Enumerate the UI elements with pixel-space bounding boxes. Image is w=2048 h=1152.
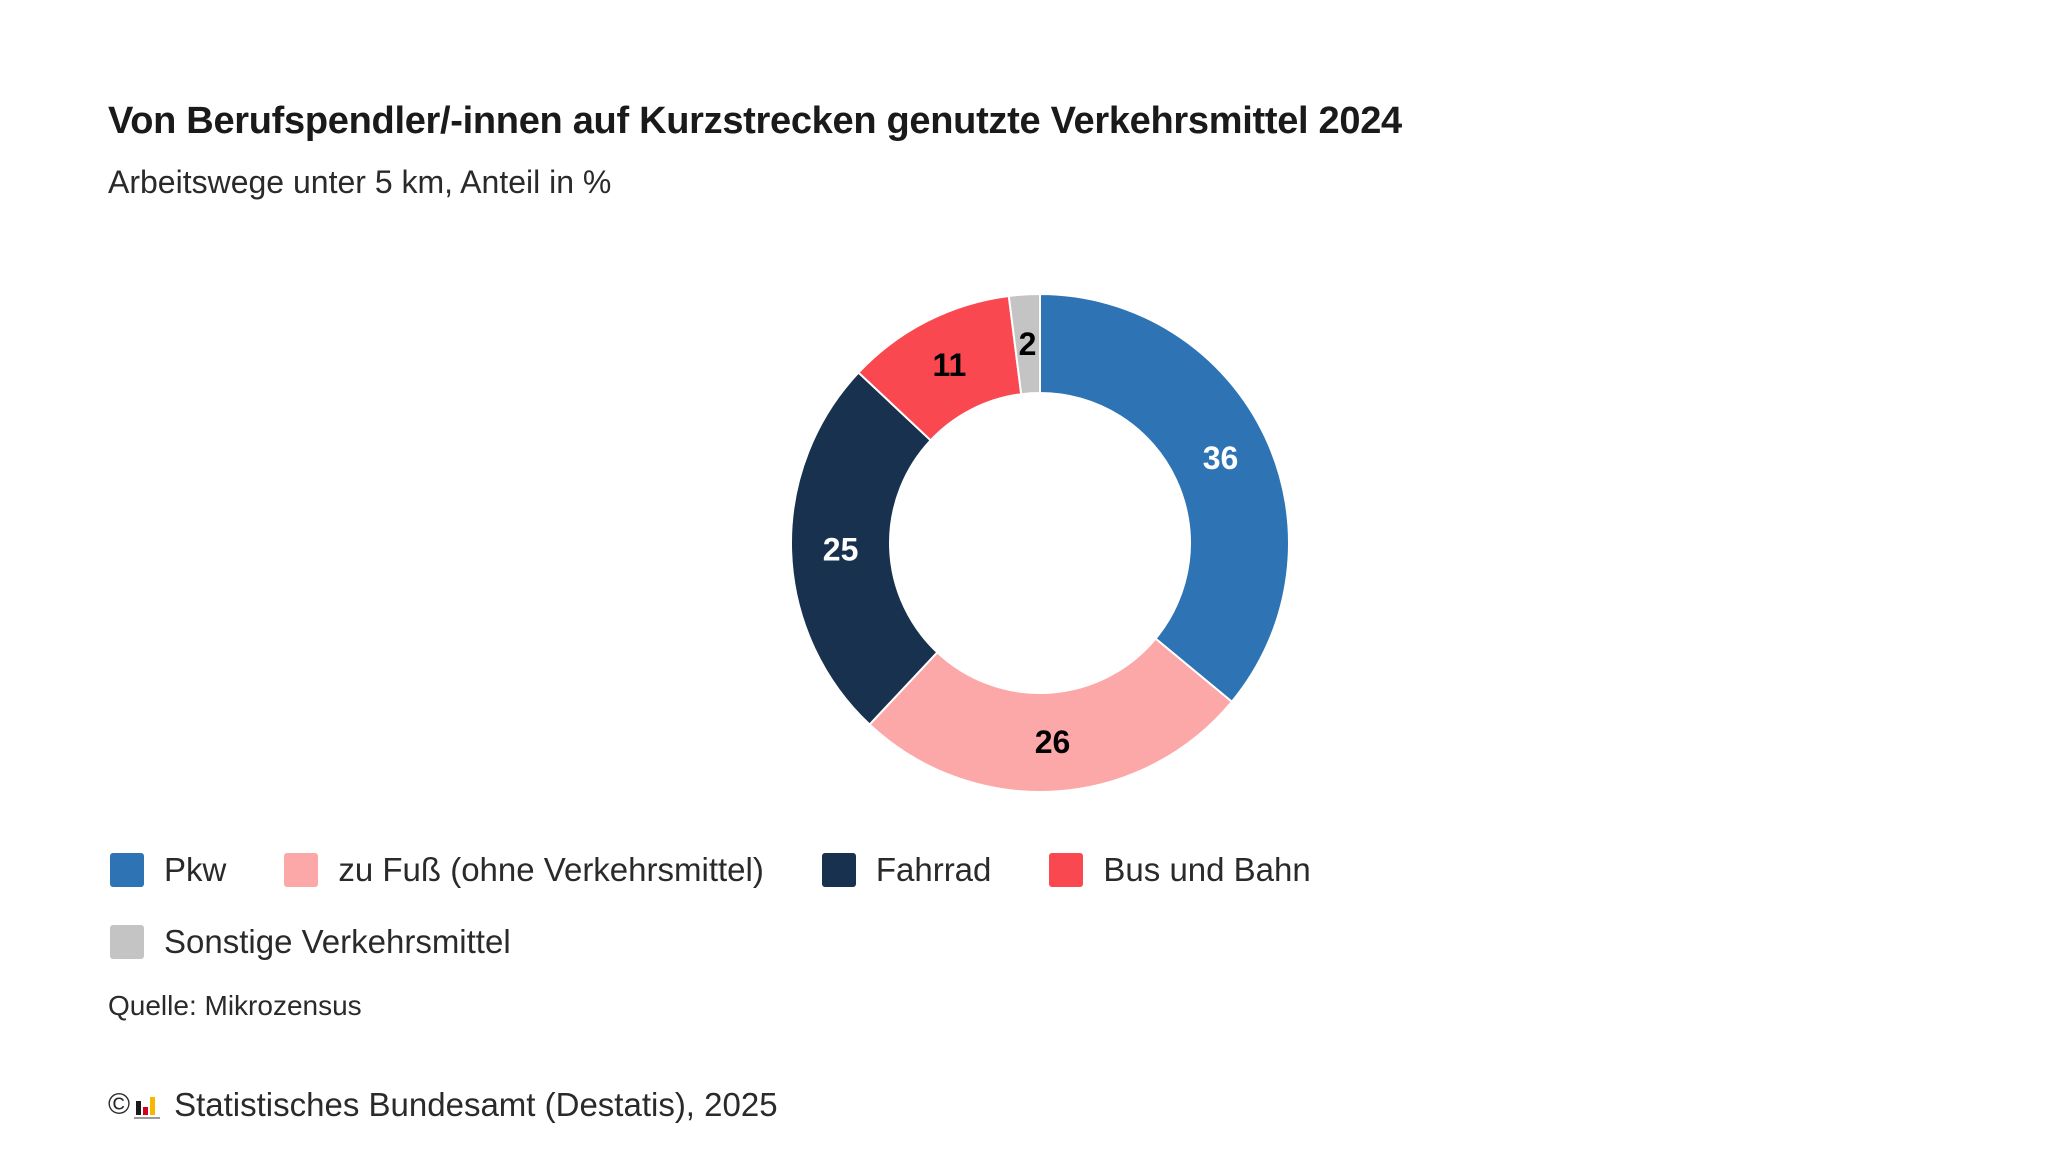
- legend-label: Sonstige Verkehrsmittel: [164, 923, 511, 961]
- legend-swatch: [284, 853, 318, 887]
- data-label-zu-fuss-ohne-verkehrsmittel: 26: [1035, 724, 1071, 760]
- legend-label: zu Fuß (ohne Verkehrsmittel): [338, 851, 764, 889]
- legend-swatch: [1049, 853, 1083, 887]
- legend-swatch: [822, 853, 856, 887]
- data-label-bus-und-bahn: 11: [933, 347, 967, 383]
- legend-item-sonstige-verkehrsmittel: Sonstige Verkehrsmittel: [110, 924, 511, 960]
- slice-pkw: [1040, 294, 1289, 702]
- legend-swatch: [110, 925, 144, 959]
- legend-item-bus-und-bahn: Bus und Bahn: [1049, 852, 1310, 888]
- copyright-line: © Statistisches Bundesamt (Destatis), 20…: [108, 1086, 778, 1124]
- chart-legend: Pkw zu Fuß (ohne Verkehrsmittel) Fahrrad Bu…: [110, 852, 1510, 960]
- legend-item-zu-fuss-ohne-verkehrsmittel: zu Fuß (ohne Verkehrsmittel): [284, 852, 764, 888]
- data-label-fahrrad: 25: [823, 531, 859, 567]
- donut-chart: 36 26 25 11 2: [0, 0, 2048, 1152]
- legend-label: Pkw: [164, 851, 226, 889]
- data-label-pkw: 36: [1203, 440, 1239, 476]
- legend-item-fahrrad: Fahrrad: [822, 852, 992, 888]
- source-note: Quelle: Mikrozensus: [108, 990, 362, 1022]
- destatis-logo-icon: [134, 1091, 162, 1119]
- copyright-text: Statistisches Bundesamt (Destatis), 2025: [174, 1086, 777, 1124]
- legend-label: Fahrrad: [876, 851, 992, 889]
- legend-item-pkw: Pkw: [110, 852, 226, 888]
- legend-swatch: [110, 853, 144, 887]
- data-label-sonstige-verkehrsmittel: 2: [1019, 326, 1037, 362]
- copyright-symbol: ©: [108, 1088, 130, 1122]
- legend-label: Bus und Bahn: [1103, 851, 1310, 889]
